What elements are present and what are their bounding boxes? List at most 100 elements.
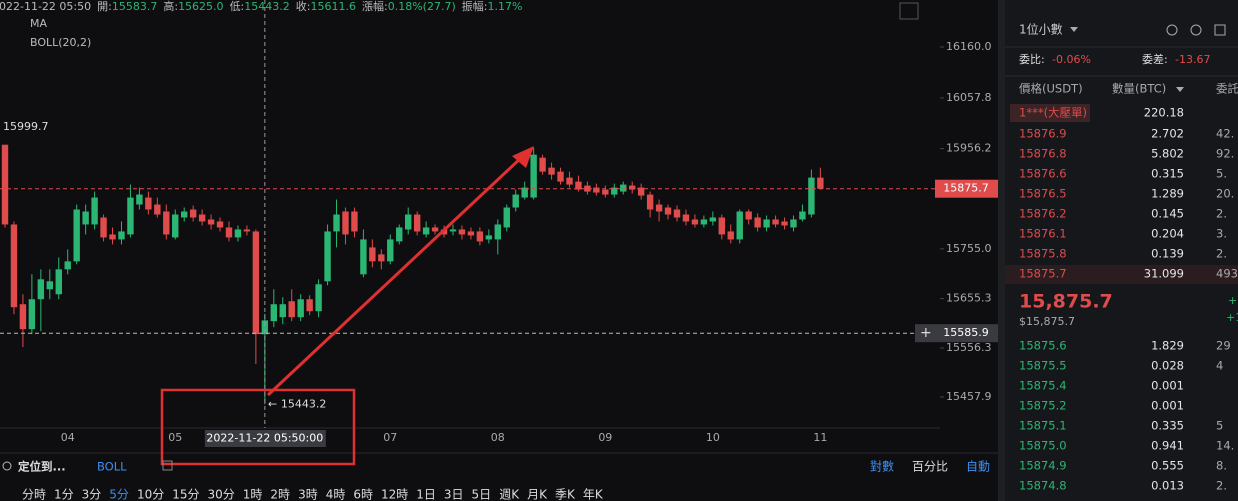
period[interactable]: 30分	[208, 488, 235, 501]
period[interactable]: 5日	[472, 488, 492, 501]
candle-body	[127, 197, 134, 235]
candle-body	[664, 207, 672, 215]
candles	[1, 144, 824, 405]
row-qty: 0.335	[1151, 419, 1184, 433]
candle-body	[449, 229, 457, 232]
locate[interactable]: 定位到...	[18, 460, 66, 474]
period[interactable]: 1日	[416, 488, 436, 501]
x-tick-label: 05	[168, 431, 182, 444]
candle-body	[387, 239, 394, 262]
row-qty: 1.289	[1151, 187, 1184, 201]
row-qty: 0.028	[1151, 359, 1184, 373]
layout-icon[interactable]	[1190, 24, 1202, 36]
candle-body	[431, 227, 439, 232]
row-qty: 31.099	[1144, 267, 1184, 281]
highlight-box	[160, 388, 356, 466]
dropdown-caret[interactable]	[1070, 27, 1078, 32]
candle-body	[396, 227, 403, 242]
chart-bg	[0, 0, 1005, 501]
row-total: 14.	[1216, 439, 1234, 453]
period[interactable]: 季K	[555, 488, 576, 501]
y-tick-label: 15556.3	[946, 341, 992, 354]
last-price: 15,875.7	[1019, 291, 1113, 313]
header-label: 高:	[163, 0, 178, 13]
candle-body	[351, 211, 358, 232]
candle-body	[467, 231, 475, 236]
period[interactable]: 1分	[54, 488, 74, 501]
candle-body	[655, 204, 663, 212]
candle-body	[808, 177, 815, 215]
period[interactable]: 分時	[22, 488, 46, 501]
change2: +1	[1226, 311, 1238, 324]
indicator-button[interactable]: BOLL	[97, 460, 127, 474]
candle-body	[691, 219, 699, 225]
crosshair-price-label: 15585.9	[943, 326, 989, 339]
candle-body	[458, 229, 466, 235]
fullscreen-icon[interactable]	[899, 2, 919, 20]
period[interactable]: 3分	[82, 488, 102, 501]
menu-icon[interactable]	[1214, 24, 1226, 36]
candle-body	[503, 207, 510, 228]
row-total: 92.	[1216, 147, 1234, 161]
y-tick-label: 16057.8	[946, 91, 992, 104]
row-price: 15875.8	[1019, 247, 1067, 261]
big-order-bg	[1010, 104, 1090, 122]
row-total: 3.	[1216, 227, 1227, 241]
period[interactable]: 3日	[444, 488, 464, 501]
locate-icon[interactable]	[2, 461, 12, 471]
candle-body	[216, 221, 224, 228]
settings-icon[interactable]	[1166, 24, 1178, 36]
candle-body	[46, 281, 53, 290]
candle-body	[172, 214, 179, 238]
edit-icon[interactable]	[162, 460, 173, 471]
low-arrow: ←	[268, 397, 277, 410]
row-total: 4	[1216, 359, 1223, 373]
row-qty: 0.013	[1151, 479, 1184, 493]
candle-body	[646, 194, 654, 210]
candle-body	[512, 194, 519, 208]
period[interactable]: 12時	[381, 488, 408, 501]
candle-body	[163, 211, 170, 235]
row-qty: 0.315	[1151, 167, 1184, 181]
x-tick-label: 08	[491, 431, 505, 444]
period[interactable]: 2時	[270, 488, 290, 501]
header-value: 15611.6	[311, 0, 357, 13]
header-label: 振幅:	[462, 0, 488, 13]
row-total: 29	[1216, 339, 1231, 353]
scale-option[interactable]: 百分比	[912, 460, 948, 474]
period[interactable]: 月K	[527, 488, 548, 501]
row-total: 8.	[1216, 459, 1227, 473]
period[interactable]: 4時	[326, 488, 346, 501]
row-qty: 1.829	[1151, 339, 1184, 353]
candle-body	[781, 221, 788, 226]
row-price: 15875.1	[1019, 419, 1067, 433]
row-total: 2.	[1216, 479, 1227, 493]
candle-body	[369, 247, 376, 262]
candle-body	[360, 239, 367, 275]
indicator-label[interactable]: BOLL(20,2)	[30, 36, 91, 49]
period[interactable]: 6時	[353, 488, 373, 501]
candle-body	[19, 304, 27, 330]
row-price: 15876.8	[1019, 147, 1067, 161]
period[interactable]: 週K	[499, 488, 520, 501]
period[interactable]: 年K	[583, 488, 604, 501]
period[interactable]: 10分	[137, 488, 164, 501]
scale-option[interactable]: 自動	[966, 460, 990, 474]
header-value: 0.18%(27.7)	[388, 0, 456, 13]
crosshair-time-label: 2022-11-22 05:50:00	[206, 432, 323, 445]
indicator-label[interactable]: MA	[30, 17, 47, 30]
precision[interactable]: 1位小數	[1019, 22, 1063, 37]
period[interactable]: 5分	[109, 488, 129, 501]
dropdown-caret[interactable]	[1176, 87, 1184, 92]
row-qty: 0.145	[1151, 207, 1184, 221]
row-price: 15876.5	[1019, 187, 1067, 201]
period[interactable]: 3時	[298, 488, 318, 501]
candle-body	[55, 269, 62, 295]
period[interactable]: 15分	[172, 488, 199, 501]
row-total: 493.	[1216, 267, 1238, 281]
scale-option[interactable]: 對數	[870, 460, 894, 474]
period[interactable]: 1時	[243, 488, 263, 501]
candle-body	[315, 284, 322, 312]
row-qty: 2.702	[1151, 127, 1184, 141]
